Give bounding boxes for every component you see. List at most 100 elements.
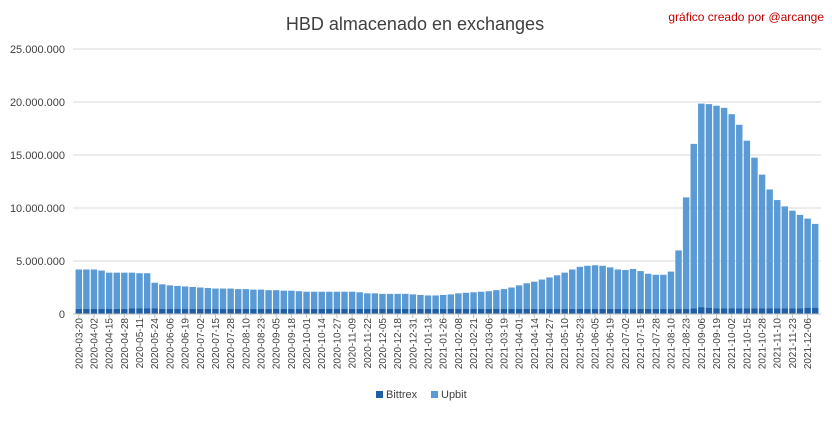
bar-upbit	[804, 218, 811, 308]
bar-bittrex	[698, 307, 705, 314]
bar-upbit	[675, 250, 682, 309]
bar-bittrex	[235, 308, 242, 314]
bar-upbit	[652, 274, 659, 309]
x-tick-label: 2020-05-11	[135, 318, 146, 369]
x-tick-label: 2021-11-23	[788, 318, 799, 369]
bar-upbit	[432, 295, 439, 309]
x-tick-label: 2021-08-23	[682, 318, 693, 370]
x-tick-label: 2021-05-23	[575, 318, 586, 370]
bar-upbit	[143, 273, 151, 309]
bar-bittrex	[789, 308, 796, 314]
x-tick-label: 2021-10-15	[742, 318, 753, 370]
bar-bittrex	[652, 308, 659, 314]
bar-bittrex	[174, 308, 181, 314]
bar-bittrex	[310, 308, 318, 314]
bar-upbit	[288, 290, 295, 309]
bar-upbit	[796, 214, 804, 309]
bar-bittrex	[379, 308, 386, 314]
x-tick-label: 2021-10-02	[727, 318, 738, 370]
x-tick-label: 2021-07-15	[636, 318, 647, 370]
bar-upbit	[250, 289, 257, 309]
bar-bittrex	[515, 308, 523, 314]
bar-bittrex	[576, 308, 584, 314]
bar-upbit	[128, 272, 136, 309]
bar-upbit	[326, 291, 333, 309]
bar-bittrex	[591, 308, 599, 314]
bar-bittrex	[212, 308, 219, 314]
bar-bittrex	[98, 308, 105, 314]
bar-bittrex	[493, 308, 500, 314]
bar-upbit	[576, 266, 584, 309]
bar-upbit	[682, 197, 690, 309]
bar-bittrex	[607, 308, 614, 314]
bar-bittrex	[394, 308, 401, 314]
bar-upbit	[462, 292, 470, 309]
bar-upbit	[409, 294, 417, 309]
bar-bittrex	[553, 308, 561, 314]
bar-bittrex	[272, 308, 280, 314]
bar-bittrex	[409, 308, 417, 314]
x-tick-label: 2020-11-09	[348, 318, 359, 369]
x-tick-label: 2021-10-28	[758, 318, 769, 370]
x-tick-label: 2021-04-01	[515, 318, 526, 370]
bar-bittrex	[166, 308, 174, 314]
x-tick-label: 2021-04-27	[545, 318, 556, 370]
bar-bittrex	[417, 308, 424, 314]
bar-bittrex	[455, 308, 462, 314]
bar-upbit	[751, 157, 758, 309]
bar-bittrex	[774, 308, 781, 314]
bar-bittrex	[227, 308, 234, 314]
x-tick-label: 2020-06-19	[181, 318, 192, 370]
x-tick-label: 2021-02-08	[454, 318, 465, 370]
bar-upbit	[189, 286, 196, 309]
x-tick-label: 2020-12-05	[378, 318, 389, 370]
bar-bittrex	[728, 308, 735, 314]
bar-upbit	[174, 285, 181, 309]
x-tick-label: 2021-02-21	[469, 318, 480, 370]
bar-bittrex	[356, 308, 363, 314]
bar-bittrex	[531, 308, 538, 314]
bar-bittrex	[242, 308, 250, 314]
bar-bittrex	[280, 308, 287, 314]
bar-bittrex	[143, 308, 151, 314]
bar-upbit	[98, 270, 105, 309]
bar-bittrex	[326, 308, 333, 314]
legend-swatch-bittrex	[376, 391, 383, 398]
bar-bittrex	[599, 308, 606, 314]
bar-bittrex	[743, 308, 751, 314]
bar-upbit	[348, 291, 356, 309]
bar-upbit	[280, 290, 287, 309]
bar-upbit	[538, 279, 546, 309]
bar-upbit	[151, 282, 158, 309]
bar-bittrex	[713, 308, 720, 314]
bar-upbit	[303, 291, 310, 309]
x-tick-label: 2021-06-05	[591, 318, 602, 370]
bar-bittrex	[675, 308, 682, 314]
bar-upbit	[766, 189, 773, 309]
chart-credit: gráfico creado por @arcange	[668, 10, 824, 24]
bar-bittrex	[189, 308, 196, 314]
bar-bittrex	[736, 308, 743, 314]
bars	[75, 103, 819, 314]
bar-bittrex	[318, 308, 325, 314]
y-tick-label: 25.000.000	[10, 44, 65, 56]
bar-upbit	[736, 124, 743, 309]
bar-upbit	[607, 267, 614, 309]
bar-bittrex	[341, 308, 348, 314]
bar-upbit	[318, 291, 325, 309]
x-tick-label: 2020-04-02	[89, 318, 100, 370]
bar-upbit	[333, 291, 341, 309]
bar-bittrex	[462, 308, 470, 314]
bar-bittrex	[250, 308, 257, 314]
bar-upbit	[698, 103, 705, 308]
bar-upbit	[561, 272, 568, 309]
bar-upbit	[758, 174, 766, 309]
bar-upbit	[470, 292, 477, 309]
bar-bittrex	[90, 308, 98, 314]
bar-upbit	[569, 269, 576, 309]
bar-upbit	[477, 291, 485, 309]
bar-bittrex	[781, 308, 789, 314]
bar-upbit	[136, 273, 143, 309]
